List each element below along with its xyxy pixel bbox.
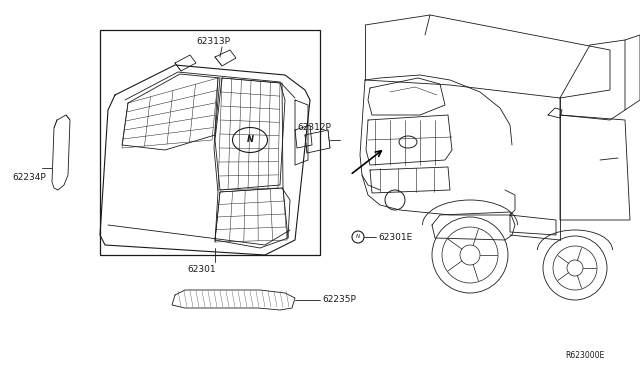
Text: R623000E: R623000E bbox=[565, 350, 604, 359]
Text: 62301E: 62301E bbox=[378, 232, 412, 241]
Text: 62313P: 62313P bbox=[196, 38, 230, 46]
Text: N: N bbox=[356, 234, 360, 240]
Text: N: N bbox=[246, 135, 253, 144]
Text: 62234P: 62234P bbox=[12, 173, 45, 182]
Bar bbox=[100, 30, 320, 255]
Text: 62312P: 62312P bbox=[297, 124, 331, 132]
Text: 62301: 62301 bbox=[187, 266, 216, 275]
Text: 62235P: 62235P bbox=[322, 295, 356, 305]
